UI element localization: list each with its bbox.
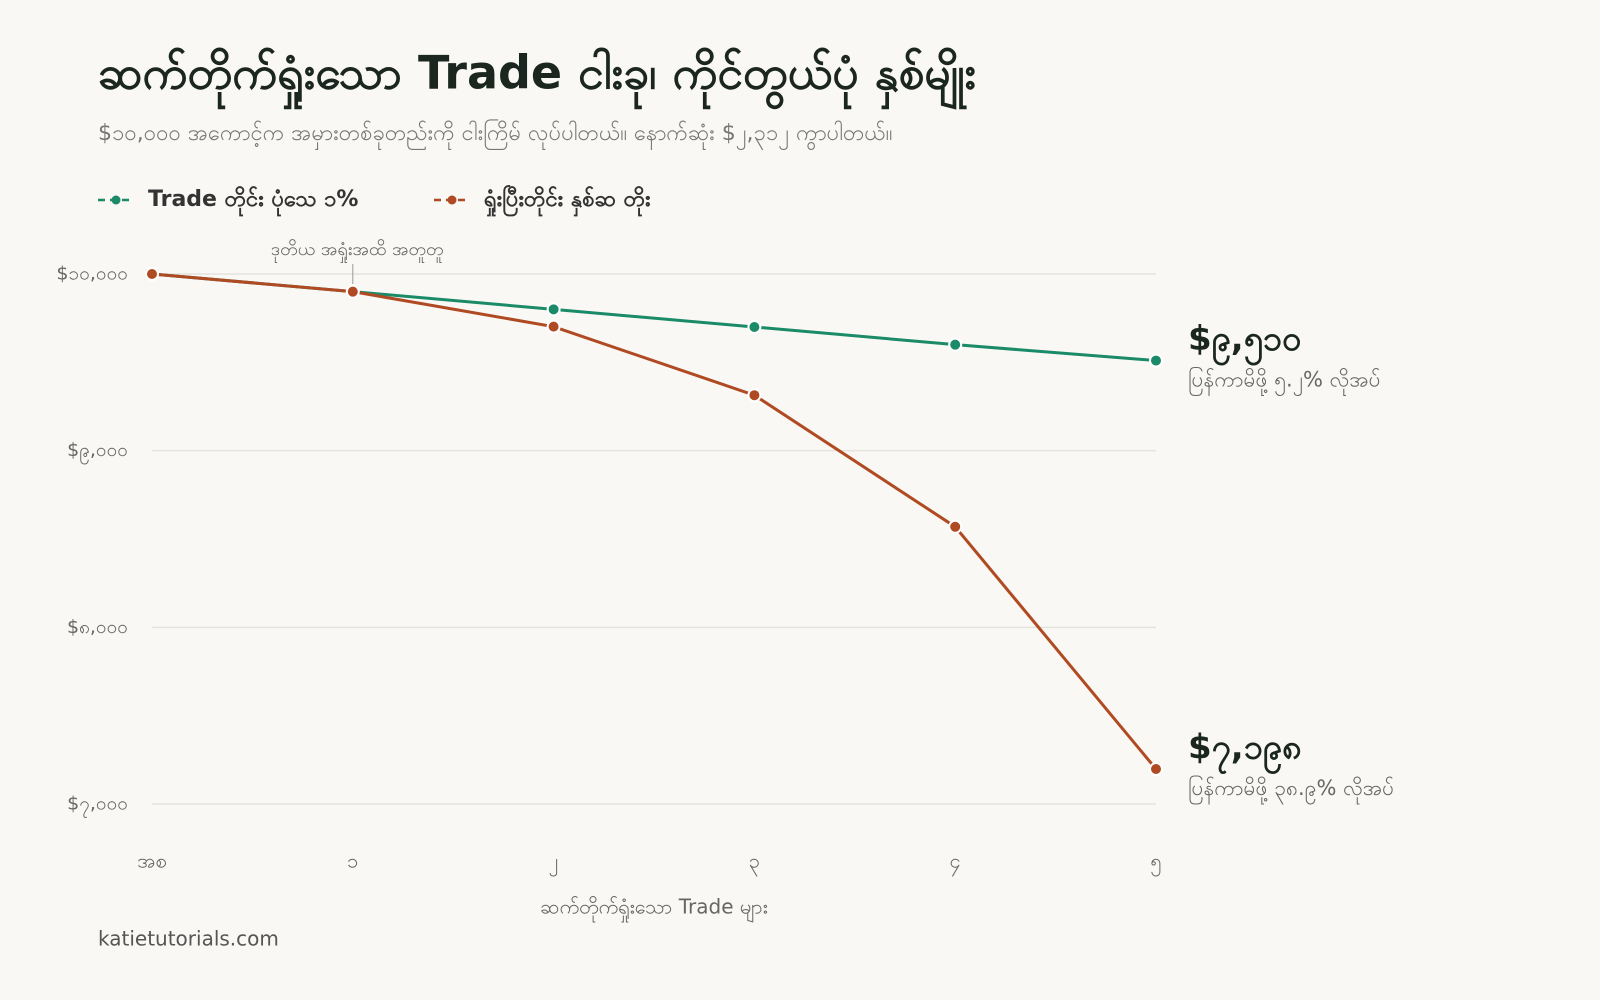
y-tick-label: $၈,၀၀၀ (67, 616, 128, 638)
point (948, 337, 963, 352)
end-value-label: $၇,၁၉၈ (1188, 728, 1301, 775)
chart-title: ဆက်တိုက်ရှုံးသော Trade ငါးခု၊ ကိုင်တွယ်ပ… (98, 46, 976, 111)
point (1149, 353, 1163, 368)
point (345, 284, 360, 299)
y-tick-label: $၁၀,၀၀၀ (56, 263, 128, 285)
x-tick-label: အစ (137, 849, 167, 873)
x-tick-label: ၃ (749, 849, 760, 877)
point (747, 320, 762, 334)
legend-label: Trade တိုင်း ပုံသေ ၁% (148, 185, 358, 217)
x-tick-label: ၂ (549, 849, 559, 877)
point (948, 519, 963, 534)
point (546, 302, 561, 317)
point (1149, 762, 1163, 777)
y-tick-label: $၉,၀၀၀ (67, 439, 128, 465)
point (747, 388, 762, 403)
annotation: ဒုတိယ အရှုံးအထိ အတူတူ (271, 239, 444, 263)
series-line (151, 272, 1158, 770)
x-tick-label: ၄ (950, 849, 961, 877)
source: katietutorials.com (98, 927, 279, 951)
x-tick-label: ၁ (347, 849, 358, 873)
legend-marker (447, 195, 457, 205)
chart-subtitle: $၁၀,၀၀၀ အကောင့်က အမှားတစ်ခုတည်းကို ငါးကြ… (98, 119, 892, 151)
legend-label: ရှုံးပြီးတိုင်း နှစ်ဆ တိုး (484, 184, 651, 217)
end-value-label: $၉,၅၁၀ (1188, 319, 1301, 366)
legend-marker (111, 195, 121, 205)
point (546, 319, 561, 334)
x-axis-label: ဆက်တိုက်ရှုံးသော Trade များ (540, 895, 768, 923)
end-note: ပြန်ကာမိဖို့ ၅.၂% လိုအပ် (1188, 366, 1381, 397)
end-note: ပြန်ကာမိဖို့ ၃၈.၉% လိုအပ် (1188, 774, 1394, 805)
y-tick-label: $၇,၀၀၀ (67, 793, 128, 819)
x-tick-label: ၅ (1150, 849, 1161, 877)
point (145, 267, 159, 281)
